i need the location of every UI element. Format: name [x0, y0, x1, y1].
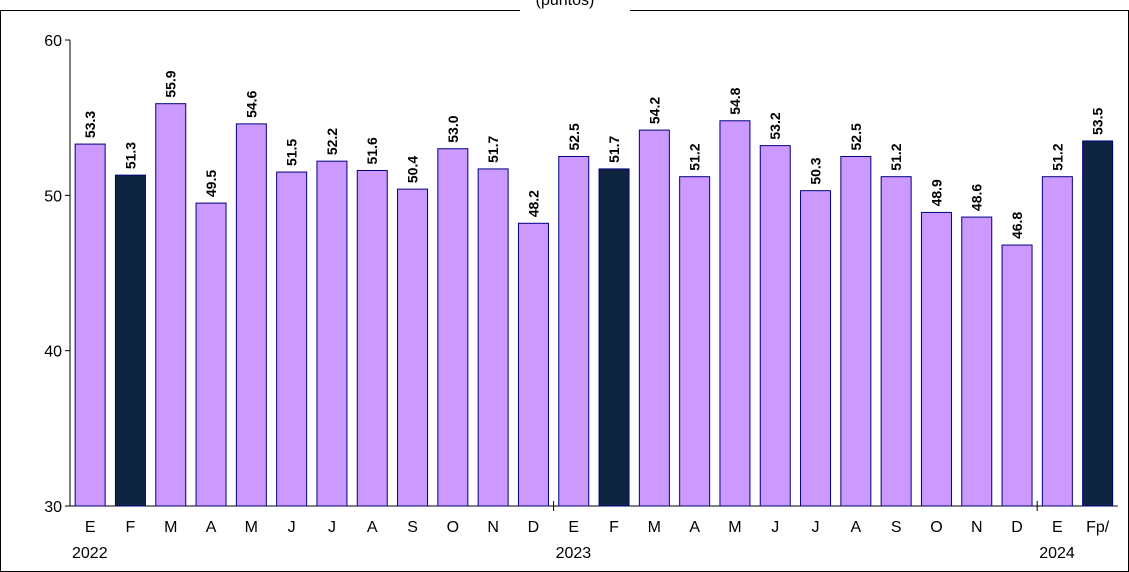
data-label: 51.2: [888, 143, 904, 170]
data-label: 53.3: [82, 111, 98, 138]
x-tick-label: A: [206, 519, 217, 536]
y-tick-label: 50: [44, 188, 62, 205]
bar: [638, 129, 670, 507]
bar: [437, 148, 469, 507]
x-tick-label: A: [689, 519, 700, 536]
x-tick-label: O: [930, 519, 942, 536]
data-label: 52.2: [324, 128, 340, 155]
data-label: 52.5: [566, 123, 582, 150]
bar: [517, 222, 549, 507]
x-tick-label: J: [328, 519, 336, 536]
x-tick-label: Fp/: [1086, 519, 1110, 536]
chart-subtitle: (puntos): [536, 0, 595, 9]
bar: [880, 176, 912, 507]
x-tick-label: J: [288, 519, 296, 536]
data-label: 51.6: [364, 137, 380, 164]
x-tick-label: F: [126, 519, 136, 536]
x-tick-label: M: [648, 519, 661, 536]
data-label: 55.9: [163, 70, 179, 97]
x-tick-label: E: [85, 519, 96, 536]
bar: [719, 120, 751, 507]
bar: [114, 174, 146, 507]
x-tick-label: E: [568, 519, 579, 536]
data-label: 51.2: [1049, 143, 1065, 170]
data-label: 46.8: [1009, 212, 1025, 239]
data-label: 51.3: [122, 142, 138, 169]
data-label: 54.6: [243, 90, 259, 117]
x-tick-label: J: [771, 519, 779, 536]
bar: [477, 168, 509, 507]
bar: [800, 190, 832, 507]
bar: [1041, 176, 1073, 507]
y-tick-label: 40: [44, 344, 62, 361]
x-tick-label: A: [851, 519, 862, 536]
data-labels: 53.3 51.3 55.9 49.5 54.6 51.5 52.2 51.6 50.4 53.0…: [82, 70, 1106, 239]
x-tick-label: O: [447, 519, 459, 536]
bar: [397, 188, 429, 507]
y-tick-label: 60: [44, 33, 62, 50]
data-label: 48.2: [525, 190, 541, 217]
bar-series: [74, 103, 1114, 507]
x-tick-label: S: [891, 519, 902, 536]
year-label: 2022: [72, 545, 108, 562]
x-tick-label: N: [971, 519, 983, 536]
bar: [1082, 140, 1114, 507]
bar: [920, 211, 952, 507]
x-tick-label: F: [609, 519, 619, 536]
data-label: 51.7: [485, 135, 501, 162]
data-label: 53.5: [1090, 108, 1106, 135]
x-tick-label: S: [407, 519, 418, 536]
bar: [235, 123, 267, 507]
x-tick-label: M: [245, 519, 258, 536]
data-label: 48.9: [928, 179, 944, 206]
data-label: 51.5: [284, 139, 300, 166]
x-tick-label: D: [528, 519, 540, 536]
data-label: 50.3: [808, 157, 824, 184]
data-label: 53.0: [445, 115, 461, 142]
bar: [598, 168, 630, 507]
year-label: 2023: [556, 545, 592, 562]
bar: [759, 145, 791, 507]
x-tick-label: D: [1011, 519, 1023, 536]
bar: [155, 103, 187, 507]
x-tick-label: N: [487, 519, 499, 536]
bar: [276, 171, 308, 507]
bar: [679, 176, 711, 507]
x-tick-label: E: [1052, 519, 1063, 536]
data-label: 50.4: [405, 156, 421, 183]
data-label: 54.2: [646, 97, 662, 124]
x-tick-label: A: [367, 519, 378, 536]
bar: [356, 169, 388, 507]
data-label: 49.5: [203, 170, 219, 197]
data-label: 54.8: [727, 87, 743, 114]
bar: [316, 160, 348, 507]
y-tick-label: 30: [44, 499, 62, 516]
data-label: 53.2: [767, 112, 783, 139]
x-tick-label: M: [164, 519, 177, 536]
x-axis: 2022 2023 2024 E F M A M J J A S O N D E F M A M J J A S O N D E Fp/: [70, 501, 1118, 562]
year-label: 2024: [1039, 545, 1075, 562]
bar: [840, 156, 872, 507]
y-axis: 30 40 50 60: [44, 33, 71, 516]
bar: [961, 216, 993, 507]
bar: [558, 156, 590, 507]
data-label: 52.5: [848, 123, 864, 150]
subtitle-backdrop: [520, 0, 630, 20]
x-tick-label: M: [728, 519, 741, 536]
data-label: 48.6: [969, 184, 985, 211]
data-label: 51.2: [687, 143, 703, 170]
x-tick-label: J: [812, 519, 820, 536]
data-label: 51.7: [606, 135, 622, 162]
bar: [1001, 244, 1033, 507]
bar: [74, 143, 106, 507]
bar: [195, 202, 227, 507]
